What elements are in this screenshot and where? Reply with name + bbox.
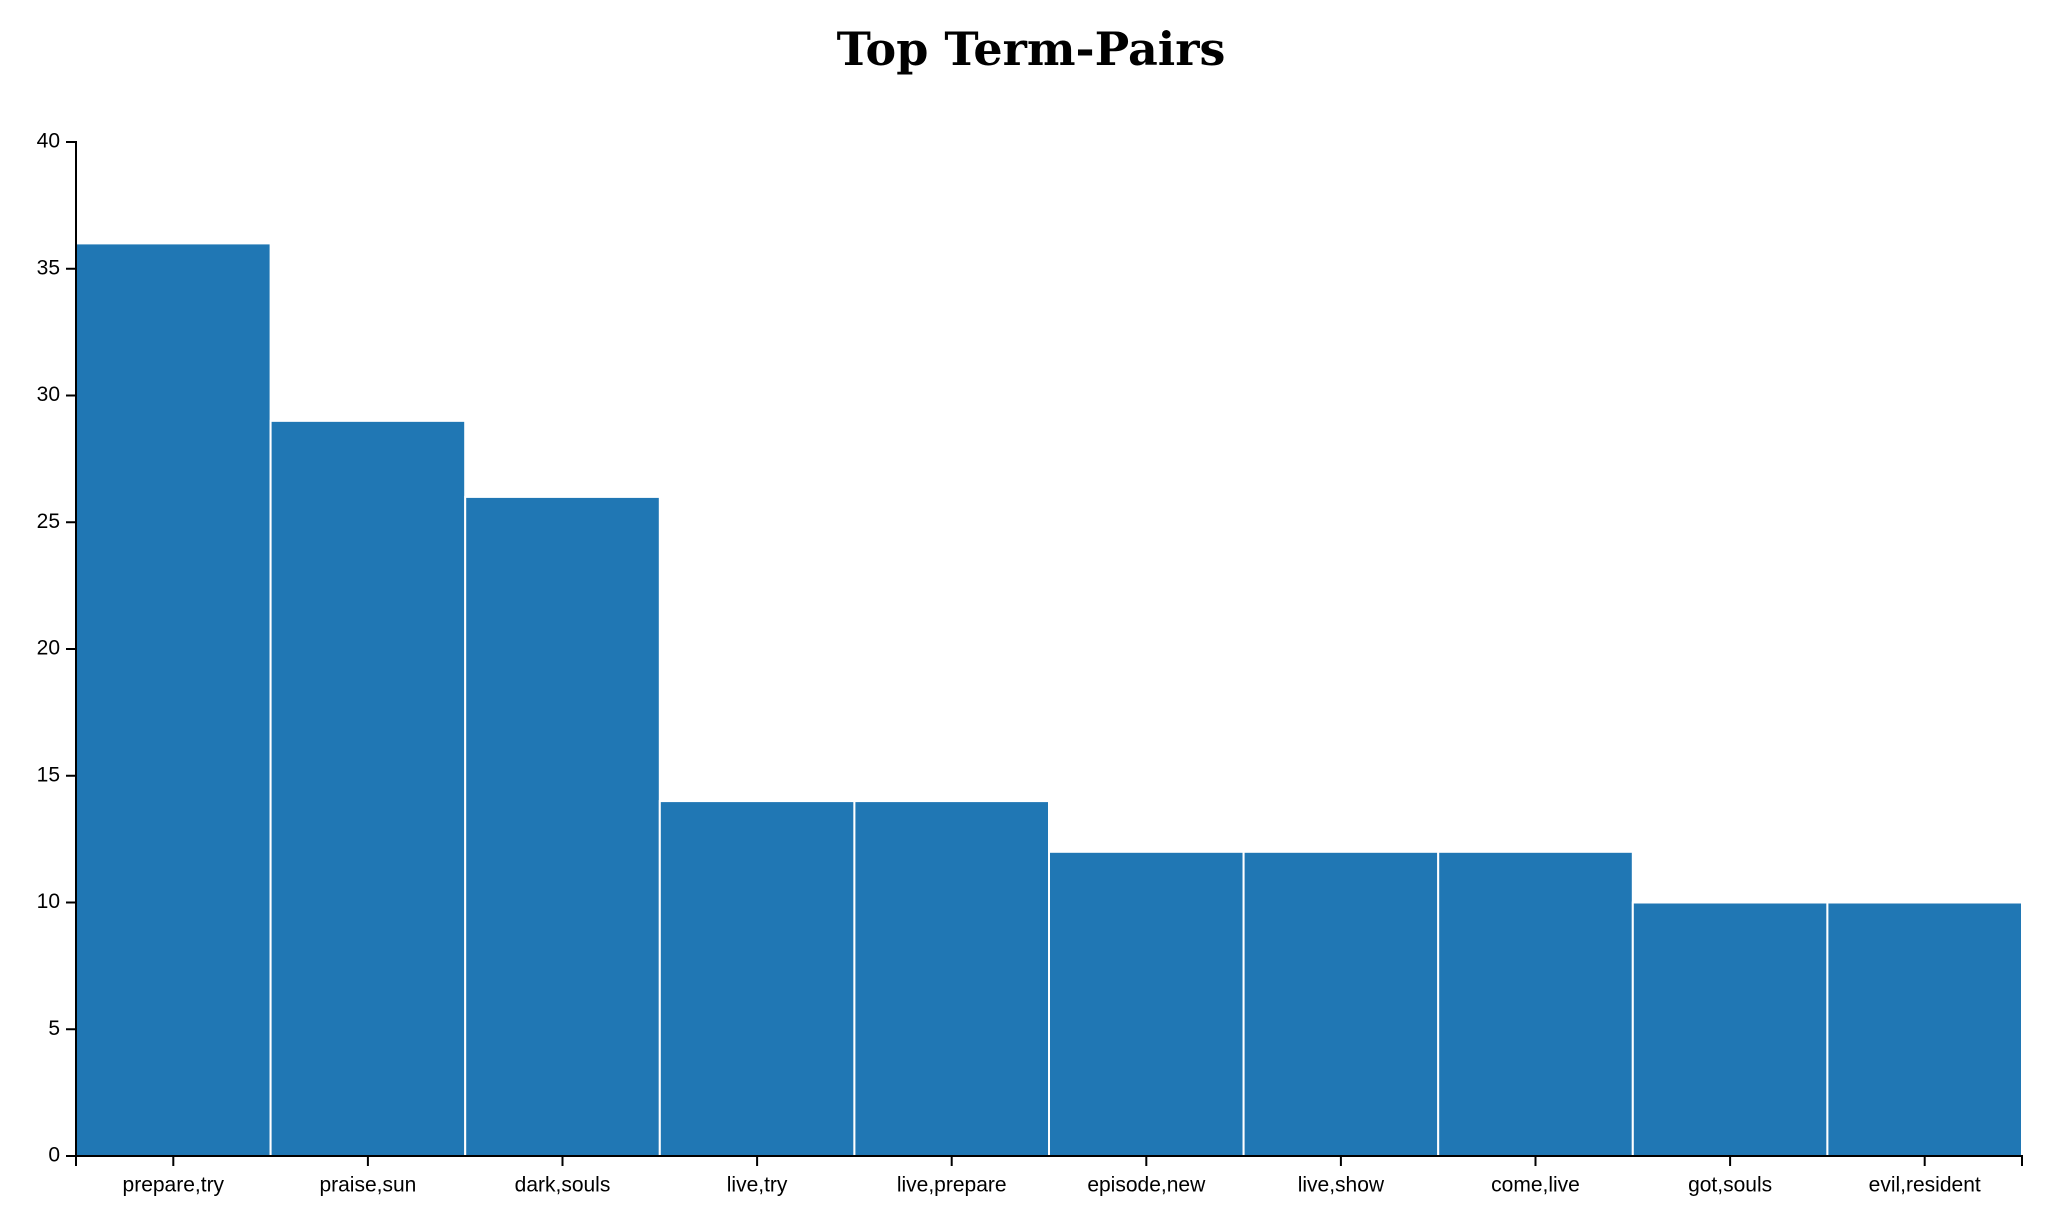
bar-dark-souls (464, 495, 661, 1157)
x-tick-label: live,try (727, 1174, 788, 1197)
x-tick-label: praise,sun (319, 1174, 416, 1197)
x-tick-label: prepare,try (123, 1174, 225, 1197)
chart-title: Top Term-Pairs (836, 22, 1226, 76)
x-axis: prepare,try praise,sun dark,souls live,try l… (75, 1155, 2023, 1197)
x-tick-label: got,souls (1688, 1174, 1772, 1197)
bars-layer (75, 242, 2024, 1158)
x-tick-label: episode,new (1087, 1174, 1206, 1197)
y-tick-label: 40 (37, 130, 60, 153)
x-tick-label: live,show (1298, 1174, 1385, 1197)
y-tick-label: 30 (37, 383, 60, 406)
bar-episode-new (1048, 850, 1245, 1157)
bar-come-live (1437, 850, 1634, 1157)
y-axis: 0 5 10 15 20 25 30 35 40 (37, 130, 77, 1167)
bar-live-show (1242, 850, 1440, 1157)
x-tick-label: live,prepare (897, 1174, 1007, 1197)
y-tick-label: 20 (37, 637, 60, 660)
x-tick-label: evil,resident (1869, 1174, 1981, 1197)
bar-got-souls (1631, 901, 1829, 1157)
y-tick-label: 10 (37, 890, 60, 913)
bar-live-try (658, 800, 856, 1157)
y-tick-label: 15 (37, 763, 60, 786)
x-axis-line (75, 1155, 2023, 1166)
bar-praise-sun (269, 419, 467, 1158)
bar-evil-resident (1826, 901, 2024, 1157)
bar-prepare-try (75, 242, 272, 1157)
bar-live-prepare (853, 800, 1051, 1157)
y-tick-label: 35 (37, 256, 60, 279)
y-tick-label: 25 (37, 510, 60, 533)
x-tick-label: dark,souls (515, 1174, 611, 1197)
y-tick-label: 0 (48, 1144, 60, 1167)
y-tick-label: 5 (48, 1017, 60, 1040)
x-tick-label: come,live (1491, 1174, 1580, 1197)
